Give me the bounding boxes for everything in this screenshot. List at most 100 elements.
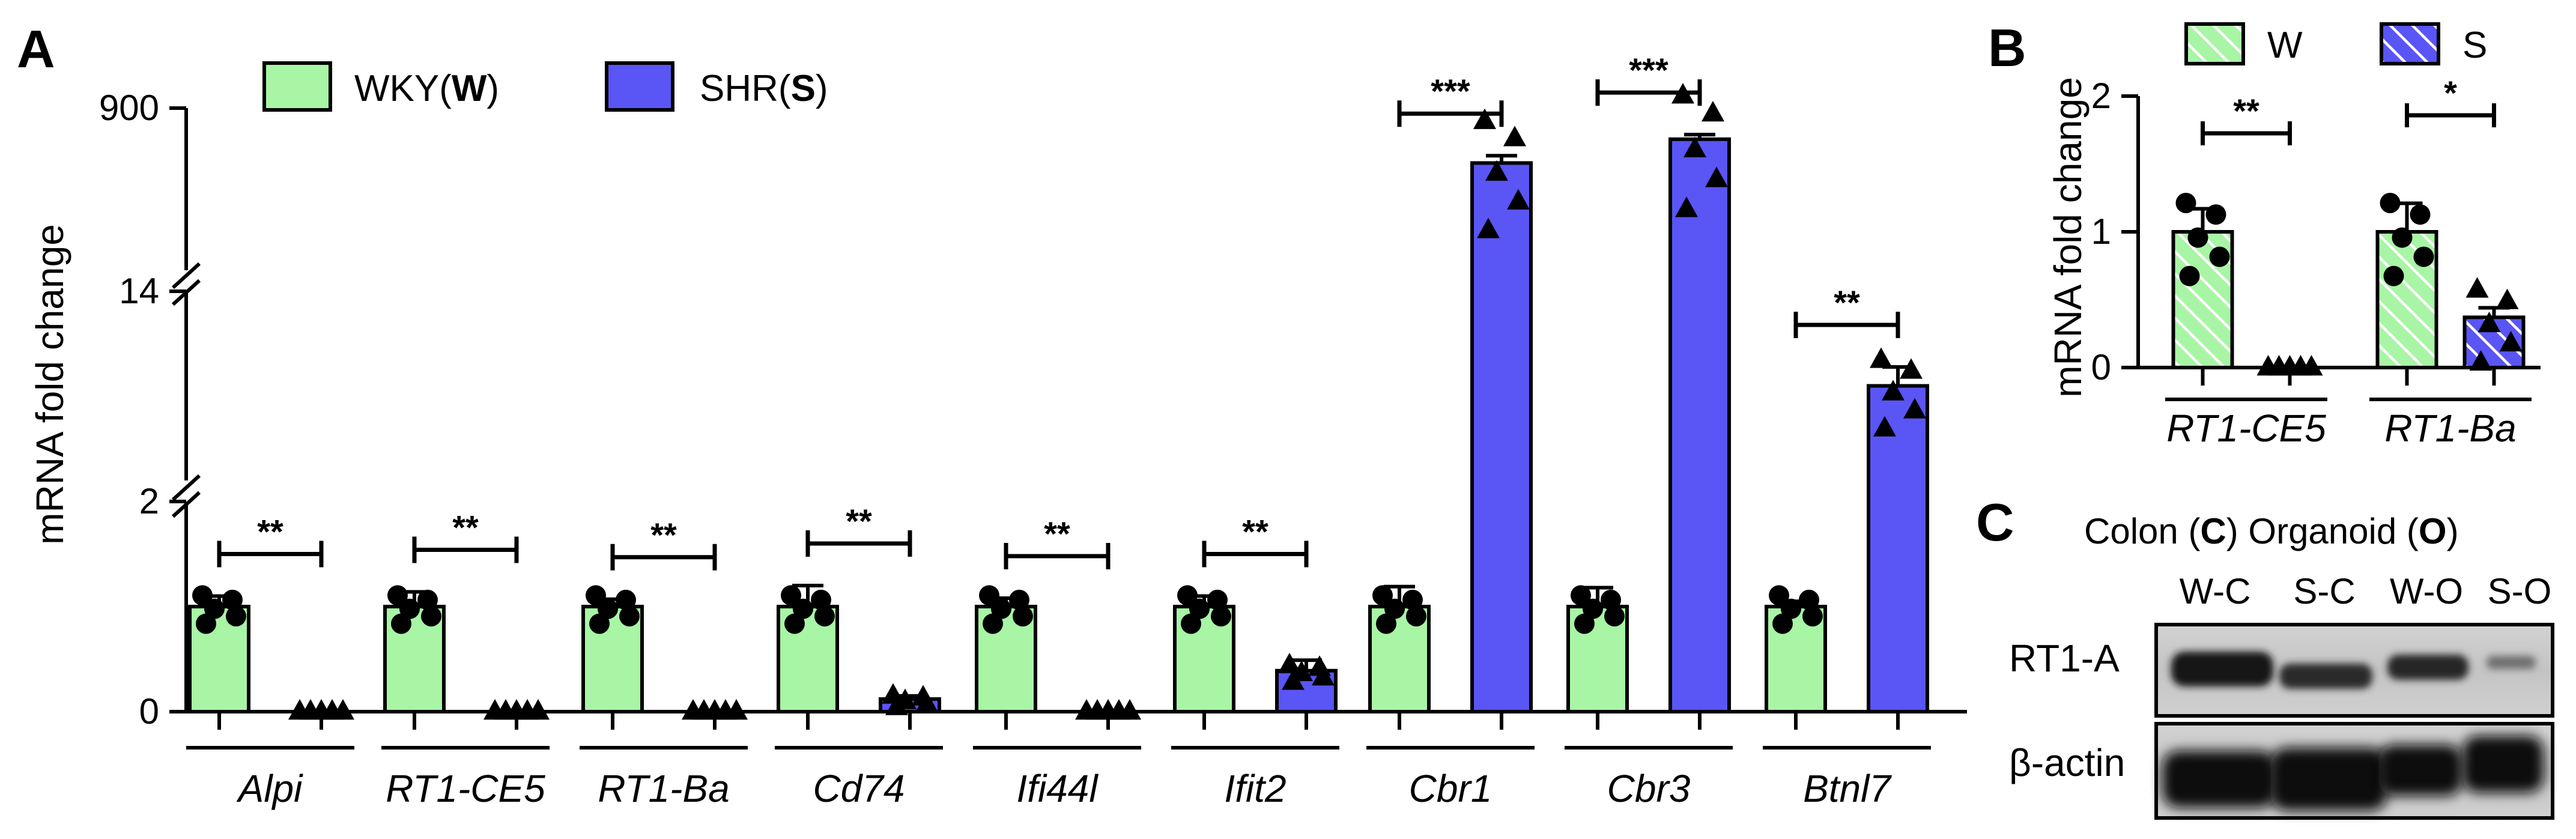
- data-point: [1601, 589, 1621, 610]
- data-point: [1402, 589, 1423, 610]
- legend-label-S: SHR(S): [700, 68, 828, 109]
- data-point: [1384, 598, 1405, 619]
- data-point: [1675, 196, 1698, 217]
- gene-label: RT1-CE5: [2166, 407, 2326, 450]
- gene-label: Ifi44l: [1016, 767, 1099, 810]
- blot-row-label: β-actin: [2009, 741, 2125, 784]
- data-point: [192, 585, 213, 606]
- data-point: [2175, 193, 2196, 213]
- y-tick-label: 2: [2091, 76, 2111, 116]
- data-point: [2380, 193, 2401, 213]
- significance-bracket: [805, 530, 912, 557]
- data-point: [1312, 665, 1335, 686]
- data-point: [589, 613, 610, 634]
- data-point: [2179, 265, 2200, 286]
- rt1a-band-s-c: [2279, 664, 2372, 689]
- data-point: [991, 598, 1011, 619]
- data-point: [196, 613, 216, 634]
- legend-swatch-S: [605, 61, 674, 112]
- data-point: [1683, 136, 1706, 157]
- data-point: [1705, 166, 1728, 187]
- axis-break-mark: [171, 474, 201, 501]
- data-point: [1870, 347, 1893, 368]
- gene-label: RT1-Ba: [598, 767, 729, 810]
- data-point: [2496, 288, 2519, 309]
- data-point: [781, 585, 801, 606]
- data-point: [1207, 589, 1228, 610]
- gene-label: Cbr3: [1607, 767, 1691, 810]
- data-point: [725, 699, 748, 720]
- significance-bracket: [412, 536, 519, 563]
- data-point: [1769, 585, 1789, 606]
- data-point: [2499, 330, 2523, 352]
- data-point: [586, 585, 606, 606]
- data-point: [1571, 585, 1591, 606]
- panel-b-letter: B: [1988, 18, 2026, 77]
- panel-c-letter: C: [1976, 492, 2014, 552]
- gene-label: Ifit2: [1224, 767, 1286, 810]
- data-point: [421, 606, 441, 627]
- data-point: [1013, 606, 1033, 627]
- data-point: [399, 598, 420, 619]
- significance-stars: ***: [1629, 51, 1668, 89]
- data-point: [1372, 585, 1393, 606]
- error-bar: [1486, 154, 1517, 163]
- axis-break-mark: [171, 491, 201, 518]
- rt1a-band-w-c: [2171, 652, 2273, 686]
- data-point: [1781, 598, 1801, 619]
- data-point: [2410, 204, 2431, 225]
- data-point: [1177, 585, 1198, 606]
- data-point: [391, 613, 411, 634]
- data-point: [2469, 350, 2493, 371]
- bar-s-Cbr1: [1470, 161, 1533, 713]
- data-point: [2413, 246, 2434, 267]
- lane-label: W-C: [2180, 571, 2251, 611]
- data-point: [598, 598, 618, 619]
- significance-stars: ***: [1431, 72, 1470, 110]
- data-point: [1376, 613, 1396, 634]
- data-point: [2383, 265, 2404, 286]
- significance-stars: **: [650, 516, 677, 554]
- y-tick-label: 14: [119, 271, 159, 311]
- data-point: [814, 606, 835, 627]
- lane-label: S-C: [2293, 571, 2355, 611]
- gene-label: Btnl7: [1803, 767, 1892, 810]
- data-point: [1181, 613, 1201, 634]
- significance-stars: **: [2233, 92, 2259, 130]
- data-point: [204, 598, 225, 619]
- significance-bracket: [1004, 543, 1111, 569]
- actin-band-s-o: [2462, 736, 2544, 793]
- significance-stars: **: [452, 509, 479, 547]
- data-point: [1278, 652, 1301, 674]
- legend-swatch-W: [2184, 22, 2245, 65]
- significance-stars: **: [257, 513, 283, 551]
- significance-bracket: [1595, 79, 1702, 106]
- actin-band-w-o: [2378, 745, 2462, 796]
- significance-bracket: [217, 541, 324, 568]
- panel-b-ylabel: mRNA fold change: [2046, 77, 2090, 398]
- data-point: [1799, 589, 1819, 610]
- panel-c-labels: W-C S-C W-O S-O RT1-A β-actin: [2009, 571, 2551, 784]
- data-point: [1604, 606, 1625, 627]
- significance-stars: **: [1834, 283, 1860, 321]
- significance-bracket: [1202, 541, 1309, 568]
- data-point: [619, 606, 640, 627]
- error-bar: [1291, 658, 1322, 671]
- lane-label: W-O: [2390, 571, 2463, 611]
- data-point: [1477, 217, 1500, 238]
- data-point: [1503, 126, 1526, 147]
- data-point: [1702, 101, 1724, 122]
- significance-bracket: [1397, 100, 1504, 127]
- data-point: [1118, 699, 1141, 720]
- data-point: [1903, 398, 1926, 419]
- gene-label: RT1-CE5: [386, 767, 545, 810]
- panel-a-ylabel: mRNA fold change: [28, 224, 71, 545]
- data-point: [2300, 355, 2323, 376]
- data-point: [527, 699, 550, 720]
- data-point: [1485, 160, 1508, 181]
- data-point: [387, 585, 408, 606]
- data-point: [885, 694, 908, 715]
- gene-label: Alpi: [236, 767, 304, 810]
